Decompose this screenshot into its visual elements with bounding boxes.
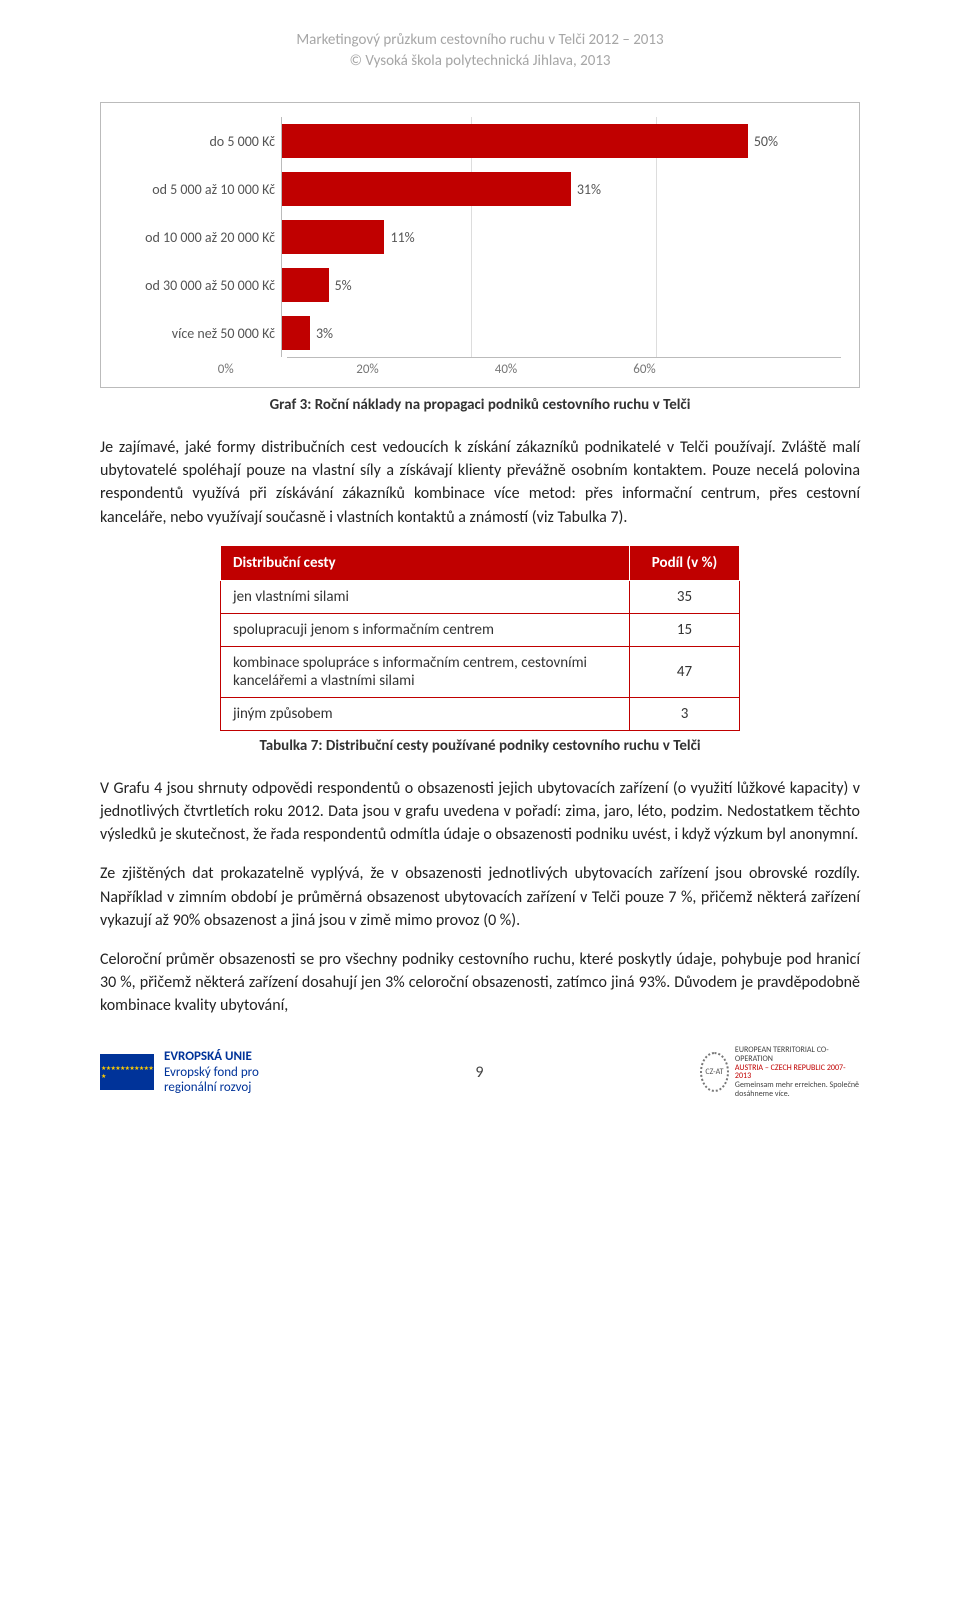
chart-row: od 10 000 až 20 000 Kč 11% <box>111 213 841 261</box>
table-cell-value: 47 <box>630 646 740 697</box>
chart-value-label: 31% <box>577 181 601 198</box>
chart-bar <box>282 220 384 254</box>
chart-bar-wrap: 11% <box>281 213 841 261</box>
program-line-2: AUSTRIA – CZECH REPUBLIC 2007-2013 <box>735 1064 860 1082</box>
chart-caption: Graf 3: Roční náklady na propagaci podni… <box>100 396 860 414</box>
chart-x-tick: 20% <box>356 358 495 377</box>
program-ring-icon: CZ-AT <box>700 1052 729 1092</box>
chart-row: od 5 000 až 10 000 Kč 31% <box>111 165 841 213</box>
header-line-2: © Vysoká škola polytechnická Jihlava, 20… <box>100 51 860 72</box>
chart-category-label: od 30 000 až 50 000 Kč <box>111 277 281 294</box>
eu-text: EVROPSKÁ UNIE Evropský fond pro regionál… <box>164 1049 259 1096</box>
distribution-table: Distribuční cesty Podíl (v %) jen vlastn… <box>220 545 740 731</box>
chart-bar <box>282 316 310 350</box>
table-row: kombinace spolupráce s informačním centr… <box>221 646 740 697</box>
chart-bar-wrap: 31% <box>281 165 841 213</box>
program-text: EUROPEAN TERRITORIAL CO-OPERATION AUSTRI… <box>735 1046 860 1099</box>
document-header: Marketingový průzkum cestovního ruchu v … <box>100 30 860 72</box>
table-cell-label: jen vlastními silami <box>221 580 630 613</box>
chart-bar-wrap: 5% <box>281 261 841 309</box>
table-cell-label: spolupracuji jenom s informačním centrem <box>221 613 630 646</box>
chart-row: více než 50 000 Kč 3% <box>111 309 841 357</box>
chart-category-label: od 5 000 až 10 000 Kč <box>111 181 281 198</box>
body-paragraph-3: Ze zjištěných dat prokazatelně vyplývá, … <box>100 862 860 932</box>
program-line-3: Gemeinsam mehr erreichen. Společně dosáh… <box>735 1081 860 1099</box>
body-paragraph-1: Je zajímavé, jaké formy distribučních ce… <box>100 436 860 529</box>
table-header-distribution: Distribuční cesty <box>221 545 630 580</box>
table-cell-label: kombinace spolupráce s informačním centr… <box>221 646 630 697</box>
chart-category-label: od 10 000 až 20 000 Kč <box>111 229 281 246</box>
table-cell-label: jiným způsobem <box>221 697 630 730</box>
chart-category-label: více než 50 000 Kč <box>111 325 281 342</box>
table-caption: Tabulka 7: Distribuční cesty používané p… <box>100 737 860 755</box>
eu-subtitle: Evropský fond pro regionální rozvoj <box>164 1065 259 1096</box>
table-row: spolupracuji jenom s informačním centrem… <box>221 613 740 646</box>
page-number: 9 <box>475 1063 483 1082</box>
chart-bar <box>282 124 748 158</box>
chart-bar <box>282 172 571 206</box>
eu-flag-icon <box>100 1054 154 1090</box>
body-paragraph-4: Celoroční průměr obsazenosti se pro všec… <box>100 948 860 1018</box>
body-paragraph-2: V Grafu 4 jsou shrnuty odpovědi responde… <box>100 777 860 847</box>
eu-logo-block: EVROPSKÁ UNIE Evropský fond pro regionál… <box>100 1049 259 1096</box>
header-line-1: Marketingový průzkum cestovního ruchu v … <box>100 30 860 51</box>
table-cell-value: 3 <box>630 697 740 730</box>
chart-x-tick: 60% <box>633 358 772 377</box>
eu-title: EVROPSKÁ UNIE <box>164 1049 259 1065</box>
chart-value-label: 3% <box>316 325 333 342</box>
chart-x-tick: 0% <box>218 358 357 377</box>
table-cell-value: 15 <box>630 613 740 646</box>
chart-row: od 30 000 až 50 000 Kč 5% <box>111 261 841 309</box>
chart-category-label: do 5 000 Kč <box>111 133 281 150</box>
table-header-row: Distribuční cesty Podíl (v %) <box>221 545 740 580</box>
page-footer: EVROPSKÁ UNIE Evropský fond pro regionál… <box>100 1047 860 1097</box>
table-cell-value: 35 <box>630 580 740 613</box>
chart-bar-wrap: 50% <box>281 117 841 165</box>
table-row: jen vlastními silami35 <box>221 580 740 613</box>
program-logo-block: CZ-AT EUROPEAN TERRITORIAL CO-OPERATION … <box>700 1047 860 1097</box>
chart-bar <box>282 268 329 302</box>
chart-row: do 5 000 Kč 50% <box>111 117 841 165</box>
chart-value-label: 11% <box>390 229 414 246</box>
table-row: jiným způsobem3 <box>221 697 740 730</box>
table-header-share: Podíl (v %) <box>630 545 740 580</box>
chart-value-label: 5% <box>335 277 352 294</box>
program-line-1: EUROPEAN TERRITORIAL CO-OPERATION <box>735 1046 860 1064</box>
chart-value-label: 50% <box>754 133 778 150</box>
bar-chart-graf-3: do 5 000 Kč50%od 5 000 až 10 000 Kč31%od… <box>100 102 860 388</box>
chart-x-axis: 0%20%40%60% <box>287 357 841 377</box>
chart-bar-wrap: 3% <box>281 309 841 357</box>
chart-x-tick: 40% <box>495 358 634 377</box>
